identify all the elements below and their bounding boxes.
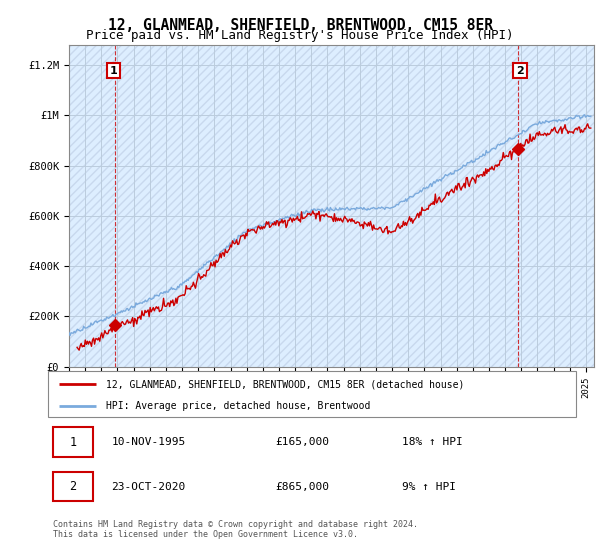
Text: 9% ↑ HPI: 9% ↑ HPI <box>402 482 456 492</box>
Text: 1: 1 <box>110 66 118 76</box>
Text: 23-OCT-2020: 23-OCT-2020 <box>112 482 185 492</box>
Text: 1: 1 <box>69 436 76 449</box>
Text: 12, GLANMEAD, SHENFIELD, BRENTWOOD, CM15 8ER: 12, GLANMEAD, SHENFIELD, BRENTWOOD, CM15… <box>107 18 493 33</box>
FancyBboxPatch shape <box>53 472 93 501</box>
Text: HPI: Average price, detached house, Brentwood: HPI: Average price, detached house, Bren… <box>106 401 370 410</box>
Text: Contains HM Land Registry data © Crown copyright and database right 2024.
This d: Contains HM Land Registry data © Crown c… <box>53 520 418 539</box>
Text: Price paid vs. HM Land Registry's House Price Index (HPI): Price paid vs. HM Land Registry's House … <box>86 29 514 42</box>
Text: 2: 2 <box>69 480 76 493</box>
FancyBboxPatch shape <box>53 427 93 457</box>
Text: 12, GLANMEAD, SHENFIELD, BRENTWOOD, CM15 8ER (detached house): 12, GLANMEAD, SHENFIELD, BRENTWOOD, CM15… <box>106 379 464 389</box>
Text: £165,000: £165,000 <box>275 437 329 447</box>
Text: 2: 2 <box>516 66 524 76</box>
Text: 18% ↑ HPI: 18% ↑ HPI <box>402 437 463 447</box>
FancyBboxPatch shape <box>48 371 576 417</box>
Text: £865,000: £865,000 <box>275 482 329 492</box>
Text: 10-NOV-1995: 10-NOV-1995 <box>112 437 185 447</box>
